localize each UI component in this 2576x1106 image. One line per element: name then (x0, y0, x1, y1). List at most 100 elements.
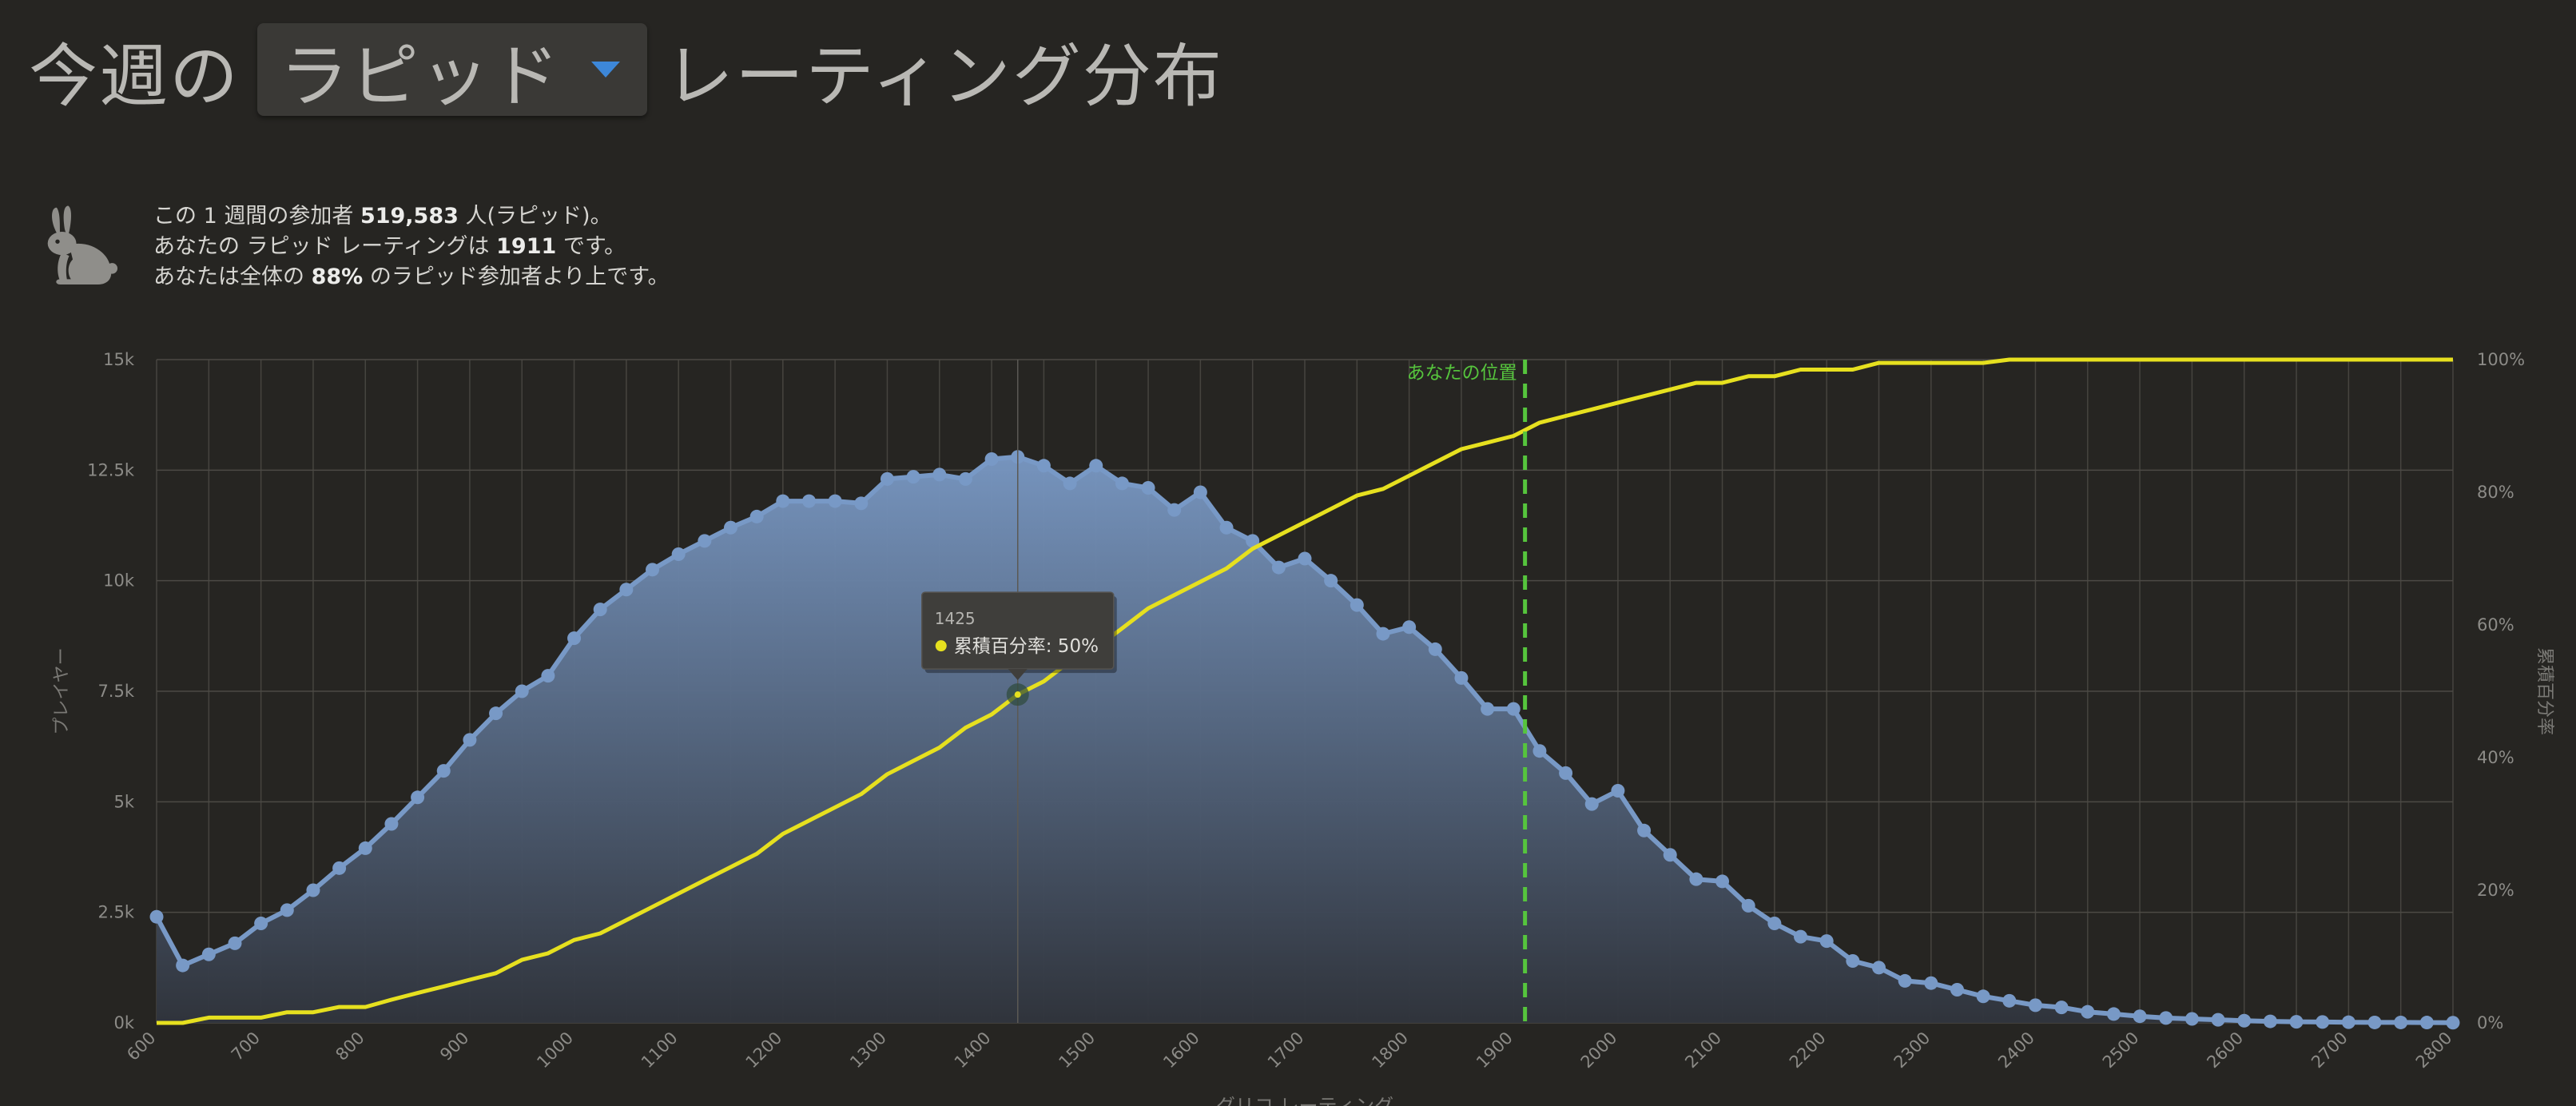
players-point[interactable] (828, 494, 842, 508)
players-point[interactable] (2054, 1001, 2069, 1015)
players-point[interactable] (1089, 459, 1103, 473)
players-point[interactable] (1924, 976, 1938, 990)
players-point[interactable] (228, 936, 242, 950)
tooltip-value: 累積百分率: 50% (954, 636, 1099, 657)
players-point[interactable] (1402, 620, 1417, 635)
players-point[interactable] (619, 583, 634, 597)
players-point[interactable] (1584, 797, 1599, 811)
players-point[interactable] (515, 684, 529, 698)
dropdown-selected-value[interactable]: ラピッド (280, 36, 561, 117)
players-point[interactable] (2316, 1015, 2330, 1029)
players-point[interactable] (593, 603, 607, 617)
players-point[interactable] (384, 817, 399, 831)
players-point[interactable] (801, 494, 816, 508)
players-point[interactable] (1219, 520, 1234, 535)
players-point[interactable] (1063, 476, 1077, 491)
players-point[interactable] (2211, 1013, 2225, 1027)
x-tick-label: 1000 (533, 1028, 577, 1072)
players-point[interactable] (436, 764, 451, 778)
players-point[interactable] (1819, 934, 1834, 949)
players-point[interactable] (984, 452, 999, 466)
players-point[interactable] (332, 861, 347, 875)
players-point[interactable] (280, 903, 294, 917)
players-point[interactable] (1428, 642, 1442, 656)
players-point[interactable] (1611, 784, 1625, 798)
players-point[interactable] (1898, 973, 1912, 988)
players-point[interactable] (1376, 627, 1390, 641)
players-point[interactable] (1559, 766, 1573, 780)
players-point[interactable] (1767, 917, 1782, 930)
players-point[interactable] (2446, 1016, 2460, 1030)
x-tick-label: 2600 (2203, 1028, 2247, 1072)
players-point[interactable] (1506, 702, 1521, 716)
players-point[interactable] (463, 733, 477, 747)
players-point[interactable] (1167, 503, 1182, 517)
players-point[interactable] (411, 790, 425, 805)
players-point[interactable] (1115, 476, 1129, 491)
players-point[interactable] (776, 494, 790, 508)
players-point[interactable] (698, 534, 712, 548)
players-point[interactable] (854, 496, 869, 511)
x-tick-label: 1700 (1264, 1028, 1308, 1072)
players-point[interactable] (1846, 954, 1860, 969)
players-point[interactable] (2341, 1015, 2355, 1029)
players-point[interactable] (489, 706, 503, 721)
players-point[interactable] (1715, 874, 1730, 889)
players-points[interactable] (149, 450, 2460, 1030)
players-point[interactable] (906, 470, 920, 484)
players-point[interactable] (2184, 1012, 2199, 1026)
players-point[interactable] (1976, 989, 1990, 1004)
x-tick-label: 700 (228, 1028, 264, 1064)
players-point[interactable] (306, 883, 320, 897)
x-tick-label: 1800 (1368, 1028, 1412, 1072)
players-point[interactable] (880, 471, 894, 486)
players-point[interactable] (2081, 1005, 2095, 1019)
players-point[interactable] (567, 631, 582, 646)
players-point[interactable] (254, 917, 268, 930)
chevron-down-icon[interactable] (591, 62, 620, 78)
rating-distribution-chart[interactable]: あなたの位置 600 700 800 900 1000 1100 1200 1300 1400 1… (0, 336, 2576, 1106)
players-point[interactable] (1663, 848, 1677, 862)
players-point[interactable] (1532, 744, 1547, 758)
players-point[interactable] (932, 467, 947, 482)
players-point[interactable] (2002, 993, 2017, 1008)
players-point[interactable] (1324, 574, 1338, 588)
players-point[interactable] (2159, 1011, 2173, 1025)
players-point[interactable] (958, 471, 972, 486)
players-point[interactable] (1637, 823, 1652, 837)
players-point[interactable] (1872, 961, 1886, 975)
players-point[interactable] (2289, 1015, 2304, 1029)
players-point[interactable] (541, 669, 555, 683)
players-point[interactable] (2263, 1014, 2277, 1028)
players-point[interactable] (1481, 702, 1495, 716)
players-point[interactable] (1246, 534, 1260, 548)
players-point[interactable] (1794, 929, 1808, 944)
players-point[interactable] (1454, 670, 1469, 685)
players-point[interactable] (2367, 1015, 2382, 1029)
game-type-dropdown[interactable]: ラピッド (257, 23, 647, 117)
players-point[interactable] (358, 841, 372, 855)
players-point[interactable] (724, 520, 737, 535)
players-point[interactable] (1689, 872, 1703, 886)
players-point[interactable] (1298, 551, 1312, 566)
players-point[interactable] (1350, 598, 1364, 612)
players-point[interactable] (2106, 1007, 2121, 1021)
players-point[interactable] (2419, 1016, 2434, 1030)
players-point[interactable] (2028, 998, 2042, 1013)
players-point[interactable] (1741, 898, 1755, 913)
players-point[interactable] (2237, 1013, 2252, 1028)
players-point[interactable] (2394, 1015, 2408, 1029)
players-point[interactable] (149, 909, 164, 924)
players-point[interactable] (646, 563, 660, 577)
players-point[interactable] (749, 509, 764, 523)
players-point[interactable] (176, 958, 190, 973)
players-point[interactable] (1193, 485, 1207, 499)
players-point[interactable] (1036, 459, 1051, 473)
players-point[interactable] (1141, 480, 1155, 495)
players-point[interactable] (671, 547, 686, 561)
players-point[interactable] (1950, 983, 1964, 997)
players-point[interactable] (2133, 1009, 2147, 1024)
players-point[interactable] (1271, 560, 1286, 575)
players-point[interactable] (201, 947, 216, 961)
x-tick-label: 2500 (2099, 1028, 2143, 1072)
